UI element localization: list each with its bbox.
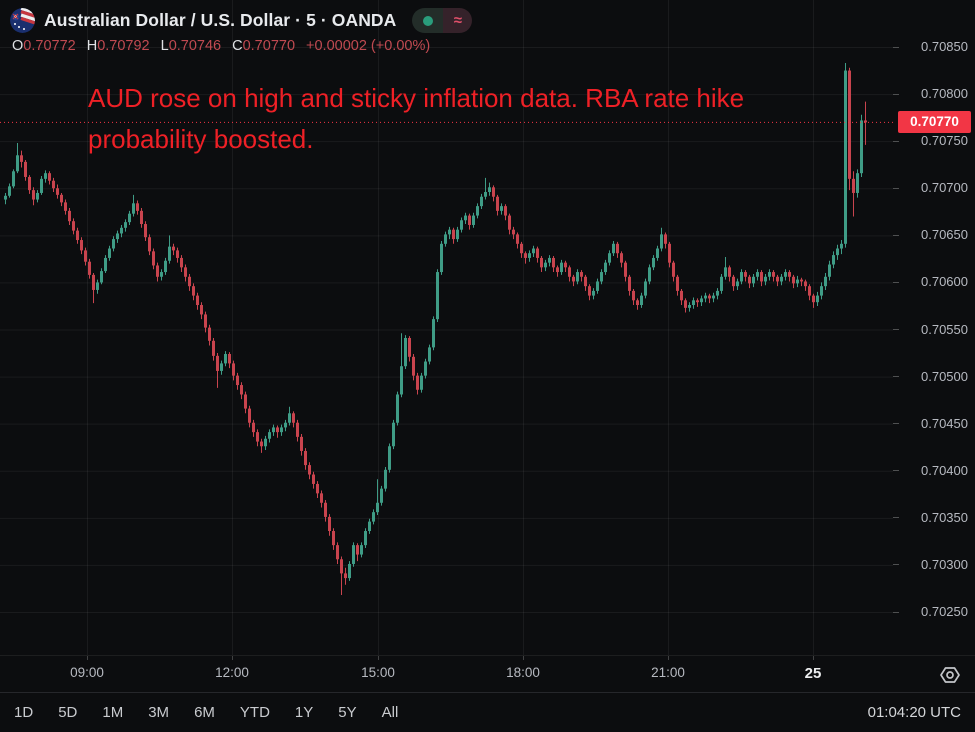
chart-annotation-text: AUD rose on high and sticky inflation da… [88, 78, 744, 160]
price-axis-tick [893, 235, 899, 236]
time-axis-label: 15:00 [361, 665, 395, 680]
range-button-5d[interactable]: 5D [58, 704, 78, 721]
price-axis-tick [893, 47, 899, 48]
price-axis-tick [893, 94, 899, 95]
chart-gridlines [0, 0, 893, 655]
range-button-1d[interactable]: 1D [14, 704, 34, 721]
price-axis-label: 0.70800 [921, 86, 968, 102]
range-button-ytd[interactable]: YTD [239, 704, 270, 721]
close-value: C0.70770 [232, 38, 296, 54]
range-button-1y[interactable]: 1Y [294, 704, 314, 721]
price-axis-label: 0.70500 [921, 368, 968, 384]
price-axis-label: 0.70450 [921, 415, 968, 431]
price-axis-tick [893, 423, 899, 424]
price-axis-tick [893, 188, 899, 189]
time-axis-label: 09:00 [70, 665, 104, 680]
audusd-flag-icon [10, 8, 35, 33]
time-axis[interactable]: 09:00 12:00 15:00 18:00 21:00 25 [0, 655, 975, 693]
time-axis-tick [232, 656, 233, 660]
utc-clock[interactable]: 01:04:20 UTC [867, 704, 961, 721]
time-axis-label: 25 [804, 665, 822, 682]
time-axis-label: 21:00 [651, 665, 685, 680]
time-axis-tick [668, 656, 669, 660]
price-axis-label: 0.70550 [921, 321, 968, 337]
price-axis-tick [893, 564, 899, 565]
price-axis-label: 0.70650 [921, 227, 968, 243]
range-button-6m[interactable]: 6M [194, 704, 215, 721]
price-axis-label: 0.70600 [921, 274, 968, 290]
candlestick-chart[interactable] [0, 0, 893, 655]
price-axis[interactable]: 0.70770 0.70850 0.70800 0.70750 0.70700 0.70… [893, 0, 975, 655]
price-axis-tick [893, 612, 899, 613]
price-axis-tick [893, 376, 899, 377]
annotation-line-2: probability boosted. [88, 124, 314, 154]
time-axis-tick [813, 656, 814, 660]
price-axis-tick [893, 517, 899, 518]
high-value: H0.70792 [86, 38, 150, 54]
price-axis-label: 0.70300 [921, 556, 968, 572]
time-axis-label: 12:00 [215, 665, 249, 680]
time-axis-tick [87, 656, 88, 660]
symbol-title[interactable]: Australian Dollar / U.S. Dollar · 5 · OA… [44, 10, 397, 30]
price-axis-label: 0.70750 [921, 133, 968, 149]
change-value: +0.00002 (+0.00%) [306, 38, 431, 54]
range-button-1m[interactable]: 1M [102, 704, 124, 721]
range-button-5y[interactable]: 5Y [338, 704, 357, 721]
bottom-toolbar: 1D 5D 1M 3M 6M YTD 1Y 5Y All 01:04:20 UTC [0, 692, 975, 732]
price-axis-tick [893, 329, 899, 330]
price-axis-label: 0.70850 [921, 39, 968, 54]
price-axis-tick [893, 470, 899, 471]
range-button-3m[interactable]: 3M [148, 704, 170, 721]
price-axis-label: 0.70250 [921, 604, 968, 619]
ohlc-readout: O0.70772 H0.70792 L0.70746 C0.70770 +0.0… [12, 38, 430, 54]
price-axis-label: 0.70700 [921, 180, 968, 196]
market-status-badge[interactable]: ≈ [412, 8, 473, 33]
time-axis-tick [523, 656, 524, 660]
date-range-switcher: 1D 5D 1M 3M 6M YTD 1Y 5Y All [14, 704, 398, 721]
candlestick-series [4, 63, 867, 596]
low-value: L0.70746 [160, 38, 222, 54]
market-open-dot-icon [412, 8, 444, 33]
price-axis-label: 0.70400 [921, 462, 968, 478]
range-button-all[interactable]: All [381, 704, 399, 721]
settings-icon[interactable] [938, 663, 962, 687]
time-axis-tick [378, 656, 379, 660]
annotation-line-1: AUD rose on high and sticky inflation da… [88, 83, 745, 113]
price-axis-tick [893, 282, 899, 283]
time-axis-label: 18:00 [506, 665, 540, 680]
price-axis-tick [893, 141, 899, 142]
open-value: O0.70772 [12, 38, 76, 54]
last-price-badge: 0.70770 [898, 111, 971, 134]
symbol-header: Australian Dollar / U.S. Dollar · 5 · OA… [10, 8, 473, 33]
price-axis-label: 0.70350 [921, 509, 968, 525]
delayed-data-icon: ≈ [443, 8, 473, 33]
